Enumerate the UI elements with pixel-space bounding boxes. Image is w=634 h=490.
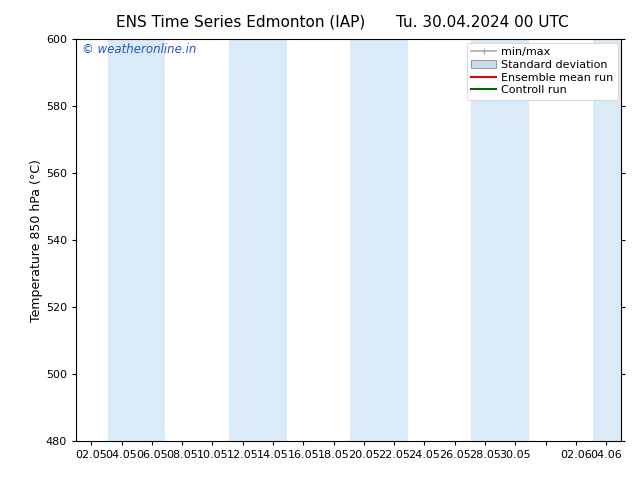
Bar — [350, 39, 408, 441]
Bar — [471, 39, 529, 441]
Y-axis label: Temperature 850 hPa (°C): Temperature 850 hPa (°C) — [30, 159, 43, 321]
Bar — [593, 39, 621, 441]
Bar — [229, 39, 287, 441]
Text: © weatheronline.in: © weatheronline.in — [82, 43, 196, 56]
Text: ENS Time Series Edmonton (IAP): ENS Time Series Edmonton (IAP) — [116, 15, 366, 30]
Legend: min/max, Standard deviation, Ensemble mean run, Controll run: min/max, Standard deviation, Ensemble me… — [467, 43, 618, 100]
Bar — [108, 39, 165, 441]
Text: Tu. 30.04.2024 00 UTC: Tu. 30.04.2024 00 UTC — [396, 15, 568, 30]
